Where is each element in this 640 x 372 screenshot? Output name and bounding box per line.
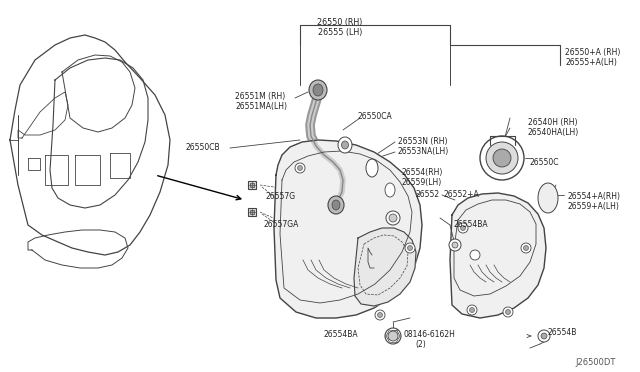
Text: 26555 (LH): 26555 (LH) [318,28,362,37]
Text: 08146-6162H: 08146-6162H [403,330,455,339]
Circle shape [470,250,480,260]
Text: 26554BA: 26554BA [323,330,358,339]
Polygon shape [450,193,546,318]
Ellipse shape [309,80,327,100]
Text: 26554B: 26554B [548,328,577,337]
Circle shape [541,333,547,339]
Text: 26540H (RH): 26540H (RH) [528,118,577,127]
Circle shape [538,330,550,342]
FancyBboxPatch shape [248,208,256,216]
Polygon shape [274,140,422,318]
Ellipse shape [332,200,340,210]
Ellipse shape [328,196,344,214]
Circle shape [458,223,468,233]
Circle shape [386,211,400,225]
Circle shape [506,310,511,314]
Circle shape [452,242,458,248]
Circle shape [385,328,401,344]
Text: J26500DT: J26500DT [575,358,616,367]
Text: 26552+A: 26552+A [443,190,479,199]
Circle shape [375,310,385,320]
Text: (2): (2) [415,340,426,349]
Circle shape [388,331,398,341]
Text: 26550CA: 26550CA [358,112,393,121]
Text: 26559(LH): 26559(LH) [402,178,442,187]
Text: 26554(RH): 26554(RH) [402,168,444,177]
Circle shape [405,243,415,253]
Text: 26557G: 26557G [265,192,295,201]
Text: 26540HA(LH): 26540HA(LH) [528,128,579,137]
Ellipse shape [313,84,323,96]
Text: 26553N (RH): 26553N (RH) [398,137,447,146]
Polygon shape [354,228,416,306]
Text: 26555+A(LH): 26555+A(LH) [565,58,617,67]
Text: 26550C: 26550C [530,158,559,167]
Circle shape [389,214,397,222]
Circle shape [295,163,305,173]
Circle shape [524,246,529,250]
Text: 26551MA(LH): 26551MA(LH) [235,102,287,111]
Circle shape [467,305,477,315]
Ellipse shape [366,159,378,177]
Text: 26552: 26552 [415,190,439,199]
Ellipse shape [342,141,349,149]
Text: 26551M (RH): 26551M (RH) [235,92,285,101]
Text: 26550CB: 26550CB [185,143,220,152]
Circle shape [449,239,461,251]
FancyBboxPatch shape [248,181,256,189]
Circle shape [470,308,474,312]
Text: 26554+A(RH): 26554+A(RH) [568,192,621,201]
Circle shape [298,166,303,170]
Circle shape [503,307,513,317]
Text: 26553NA(LH): 26553NA(LH) [398,147,449,156]
Circle shape [408,246,413,250]
Circle shape [461,225,465,231]
Circle shape [480,136,524,180]
Circle shape [486,142,518,174]
Text: 26559+A(LH): 26559+A(LH) [568,202,620,211]
Ellipse shape [385,183,395,197]
Circle shape [521,243,531,253]
Ellipse shape [338,137,352,153]
Text: 26550 (RH): 26550 (RH) [317,18,363,27]
Circle shape [378,312,383,317]
Ellipse shape [538,183,558,213]
Text: 26557GA: 26557GA [263,220,298,229]
Text: 26554BA: 26554BA [453,220,488,229]
Circle shape [493,149,511,167]
Text: 26550+A (RH): 26550+A (RH) [565,48,620,57]
FancyBboxPatch shape [250,183,254,187]
FancyBboxPatch shape [250,210,254,214]
